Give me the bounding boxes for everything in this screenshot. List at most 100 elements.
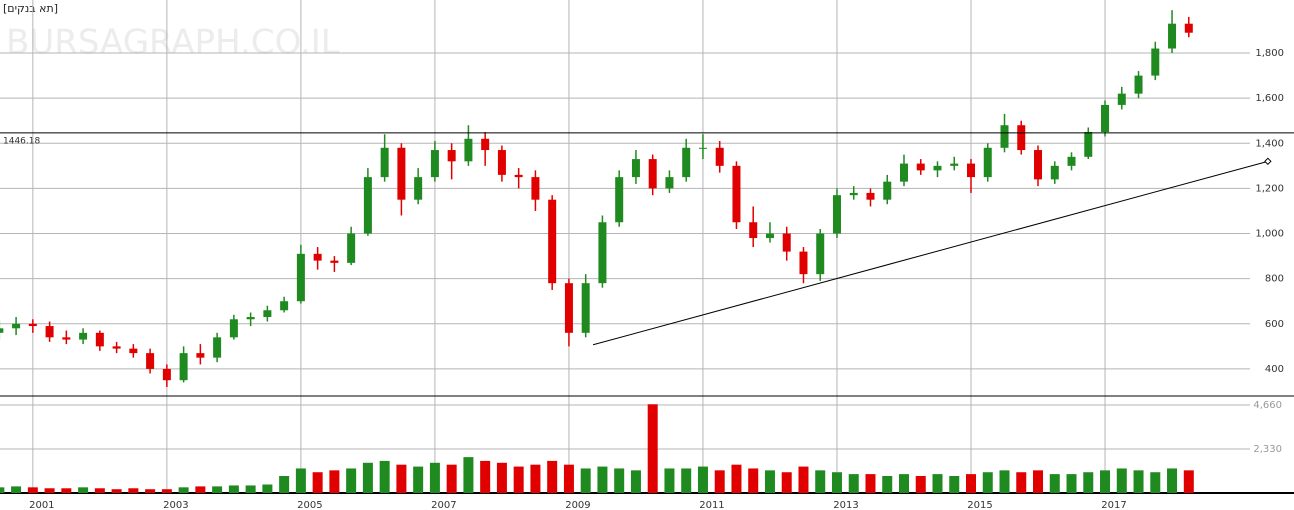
y-tick-label: 1,200 — [1255, 183, 1284, 194]
candle-body — [28, 323, 37, 327]
volume-bar — [145, 489, 156, 493]
candle-body — [615, 177, 624, 223]
volume-bar — [94, 488, 105, 493]
candle-body — [313, 253, 322, 261]
chart-title: [תא בנקים] — [3, 2, 58, 15]
candle-body — [162, 368, 171, 381]
y-tick-label: 1,400 — [1255, 138, 1284, 149]
volume-bar — [1083, 472, 1094, 493]
candle-body — [648, 159, 657, 189]
candle-body — [45, 326, 54, 338]
x-tick-label: 2015 — [967, 500, 992, 510]
candle-body — [967, 163, 976, 178]
candle-body — [849, 192, 858, 196]
candle-body — [146, 353, 155, 369]
volume-bar — [379, 460, 390, 493]
candle-body — [983, 147, 992, 178]
volume-bar — [614, 468, 625, 493]
candle-body — [196, 353, 205, 358]
candle-body — [397, 147, 406, 200]
candle-body — [1184, 23, 1193, 33]
candle-body — [213, 337, 222, 358]
volume-bar — [748, 468, 759, 493]
y-tick-label: 1,000 — [1255, 229, 1284, 240]
volume-bar — [764, 470, 775, 493]
candle-body — [0, 328, 4, 333]
volume-bar — [295, 468, 306, 493]
candle-body — [933, 165, 942, 171]
x-tick-label: 2001 — [29, 500, 54, 510]
candle-body — [1034, 150, 1043, 180]
volume-bar — [27, 487, 38, 493]
candle-body — [514, 174, 523, 178]
candle-body — [631, 159, 640, 178]
candle-body — [1017, 125, 1026, 151]
volume-bar — [547, 460, 558, 493]
volume-bar — [396, 464, 407, 493]
candle-body — [782, 233, 791, 252]
x-tick-label: 2003 — [163, 500, 188, 510]
candle-body — [497, 150, 506, 175]
volume-bar — [44, 488, 55, 493]
x-tick-label: 2011 — [699, 500, 724, 510]
volume-bar — [446, 464, 457, 493]
candle-body — [581, 283, 590, 333]
candle-body — [481, 138, 490, 151]
candle-body — [548, 199, 557, 284]
volume-bar — [279, 476, 290, 493]
candle-body — [1000, 125, 1009, 148]
volume-bar — [480, 460, 491, 493]
candle-body — [1151, 48, 1160, 76]
candle-body — [1101, 104, 1110, 132]
x-tick-label: 2005 — [297, 500, 322, 510]
volume-bar — [61, 488, 72, 493]
candle-body — [129, 348, 138, 354]
volume-bar — [245, 485, 256, 493]
candle-body — [280, 301, 289, 311]
candle-body — [1134, 75, 1143, 94]
candle-body — [698, 147, 707, 149]
volume-tick-label: 2,330 — [1253, 444, 1282, 455]
level-label: 1446.18 — [3, 136, 40, 146]
volume-bar — [932, 474, 943, 493]
candle-body — [732, 165, 741, 223]
candle-body — [380, 147, 389, 178]
candle-body — [296, 253, 305, 302]
volume-bar — [630, 470, 641, 493]
volume-bar — [530, 464, 541, 493]
volume-bar — [195, 486, 206, 493]
volume-bar — [178, 487, 189, 493]
volume-bar — [463, 457, 474, 493]
volume-bar — [999, 470, 1010, 493]
volume-bar — [429, 462, 440, 493]
candle-body — [799, 251, 808, 275]
volume-tick-label: 4,660 — [1253, 400, 1282, 411]
volume-bar — [1016, 472, 1027, 493]
volume-bar — [982, 472, 993, 493]
volume-bar — [647, 404, 658, 493]
candle-body — [816, 233, 825, 275]
candle-body — [229, 319, 238, 338]
volume-bar — [681, 468, 692, 493]
volume-bar — [513, 466, 524, 493]
volume-bar — [78, 487, 89, 493]
candle-body — [749, 222, 758, 239]
volume-bar — [11, 486, 22, 493]
volume-bar — [1049, 474, 1060, 493]
volume-bar — [865, 474, 876, 493]
candle-body — [414, 177, 423, 200]
y-tick-label: 400 — [1265, 364, 1284, 375]
y-tick-label: 1,600 — [1255, 93, 1284, 104]
volume-bar — [580, 468, 591, 493]
volume-bar — [949, 476, 960, 493]
candle-body — [179, 353, 188, 381]
volume-bar — [161, 489, 172, 493]
candle-body — [95, 332, 104, 347]
candle-body — [363, 177, 372, 234]
volume-bar — [731, 464, 742, 493]
volume-bar — [1133, 470, 1144, 493]
candle-body — [1067, 156, 1076, 166]
